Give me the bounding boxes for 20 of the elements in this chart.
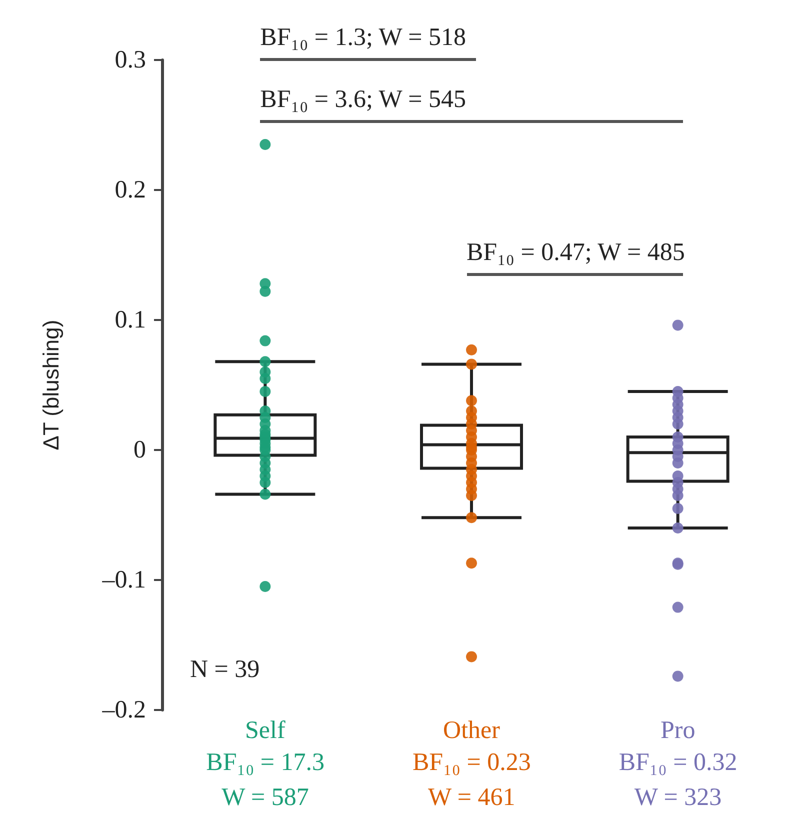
annotation: BF₁₀ = 0.47; W = 485 (466, 239, 685, 266)
y-tick-label: 0.3 (114, 46, 146, 74)
text: BF₁₀ = 0.23 (412, 749, 531, 776)
y-tick-label: 0.2 (114, 176, 146, 204)
x-tick-label: Pro (660, 717, 696, 744)
y-tick-label: –0.2 (101, 696, 146, 724)
text: BF₁₀ = 0.32 (618, 749, 738, 776)
x-tick-label: Self (245, 717, 286, 744)
y-tick-label: 0.1 (114, 306, 146, 334)
text: BF₁₀ = 17.3 (206, 749, 325, 776)
x-tick-label: Other (443, 717, 501, 744)
text: W = 323 (634, 784, 722, 811)
text: N = 39 (190, 656, 260, 683)
y-axis-title: ΔT (blushing) (38, 320, 64, 450)
text: BF₁₀ = 1.3; W = 518 (260, 24, 466, 51)
text: W = 587 (222, 784, 309, 811)
text: W = 461 (428, 784, 516, 811)
y-tick-label: 0 (134, 436, 146, 464)
y-tick-label: –0.1 (101, 566, 146, 594)
annotation: BF₁₀ = 3.6; W = 545 (260, 86, 466, 113)
